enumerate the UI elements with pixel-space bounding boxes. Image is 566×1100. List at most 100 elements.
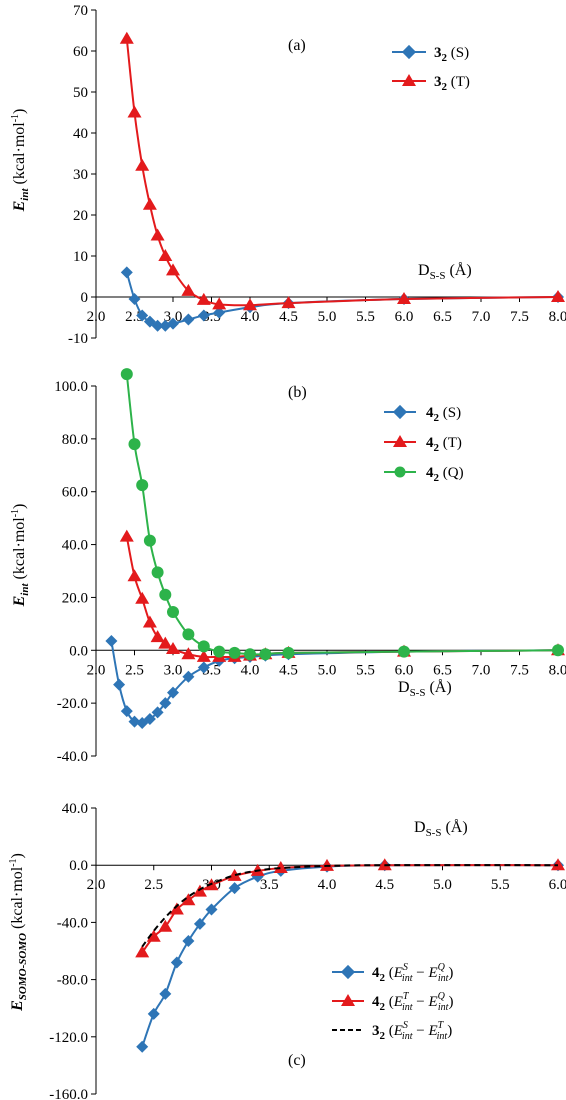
x-tick-label: 8.0 [549,309,566,325]
data-point [147,1007,160,1020]
x-tick-label: 6.0 [395,662,414,678]
x-tick-label: 3.0 [164,309,183,325]
data-point [182,628,195,641]
legend-entry-3-s-t: 32 (ES int − ET int) [332,1020,452,1042]
y-tick-label: 0.0 [69,858,88,874]
data-point [212,297,227,310]
x-tick-label: 2.5 [144,877,163,893]
x-tick-label: 2.5 [125,662,144,678]
y-tick-label: 80.0 [62,432,88,448]
data-point [151,319,164,332]
data-point [158,919,173,932]
axes: -160.0-120.0-80.0-40.00.040.02.02.53.03.… [49,801,566,1100]
data-point [196,292,211,305]
svg-text:42 (S): 42 (S) [426,405,461,424]
data-point [167,317,179,330]
x-tick-label: 6.0 [395,309,414,325]
data-point [169,902,184,915]
data-point [119,31,134,44]
y-tick-label: 100.0 [54,379,88,395]
axes: -40.0 -20.0 0.0 20.0 40.0 60.0 80.0 100.0 2.0 2.5… [54,379,566,765]
data-point [197,661,210,674]
series-line [141,864,559,948]
data-point [136,309,149,322]
svg-text:42 (T): 42 (T) [426,435,462,454]
data-point [159,987,172,1000]
y-axis-label: Eint (kcal·mol-1) [10,504,31,608]
x-tick-label: 6.0 [549,877,566,893]
x-tick-label: 2.0 [87,309,106,325]
series-1 [120,266,564,332]
x-tick-label: 6.5 [433,309,452,325]
data-point [170,956,183,969]
y-tick-label: 40 [73,126,88,142]
data-point [281,296,296,309]
legend: 32 (S) 32 (T) [392,44,470,93]
data-point [136,479,149,492]
data-point [181,283,196,296]
data-point [120,705,133,718]
y-tick-label: -120.0 [49,1030,88,1046]
data-point [182,670,195,683]
x-tick-label: 4.0 [318,877,337,893]
series-3 [120,368,564,661]
x-tick-label: 3.0 [164,662,183,678]
y-tick-label: 20.0 [62,590,88,606]
data-point [143,713,156,725]
data-point [128,715,141,728]
data-point [105,635,118,648]
y-tick-label: 10 [73,249,88,265]
data-point [159,697,172,710]
x-tick-label: 4.5 [375,877,394,893]
panel-label: (b) [288,384,307,401]
data-point [127,569,142,582]
data-point [197,640,210,653]
y-tick-label: 70 [73,3,88,19]
x-axis-label: DS-S (Å) [418,261,472,282]
legend-entry-4-t: 42 (T) [384,435,462,454]
series-3 [141,864,559,948]
data-point [227,868,242,881]
legend-entry-4-q: 42 (Q) [384,465,464,484]
data-point [552,644,564,657]
data-point [398,645,410,658]
data-point [128,438,141,451]
series-line [125,373,559,656]
panel-c: ESOMO-SOMO (kcal·mol-1) DS-S (Å) (c) 42 … [8,801,566,1100]
legend-entry-4-s: 42 (S) [384,404,461,424]
data-point [128,293,141,306]
x-tick-label: 7.5 [510,309,529,325]
data-point [167,686,179,699]
data-point [127,105,142,118]
svg-text:32 (S): 32 (S) [434,45,469,64]
data-point [120,368,133,381]
x-tick-label: 7.0 [472,309,491,325]
data-point [151,566,164,579]
data-point [193,917,206,930]
y-tick-label: -40.0 [57,915,88,931]
x-axis-label: DS-S (Å) [398,678,452,699]
y-tick-label: -20.0 [57,696,88,712]
data-point [142,615,157,628]
panel-b: Eint (kcal·mol-1) DS-S (Å) (b) 42 (S) 42… [10,368,566,765]
y-tick-label: -10 [68,331,88,347]
x-tick-label: 4.0 [241,309,260,325]
data-point [135,158,150,171]
data-point [182,934,195,947]
y-tick-label: 60.0 [62,485,88,501]
svg-text:32 (T): 32 (T) [434,74,470,93]
data-point [243,298,257,311]
y-tick-label: -40.0 [57,749,88,765]
data-point [158,249,173,261]
x-tick-label: 8.0 [549,662,566,678]
series-2 [135,858,565,958]
y-tick-label: 30 [73,167,88,183]
data-point [167,605,179,618]
data-point [166,641,180,654]
legend-entry-3-s: 32 (S) [392,44,469,64]
legend-entry-4-s-q: 42 (ES int − EQ int) [332,962,453,984]
y-tick-label: 20 [73,208,88,224]
legend: 42 (ES int − EQ int) 42 (ET int − EQ int) 32… [332,962,453,1042]
